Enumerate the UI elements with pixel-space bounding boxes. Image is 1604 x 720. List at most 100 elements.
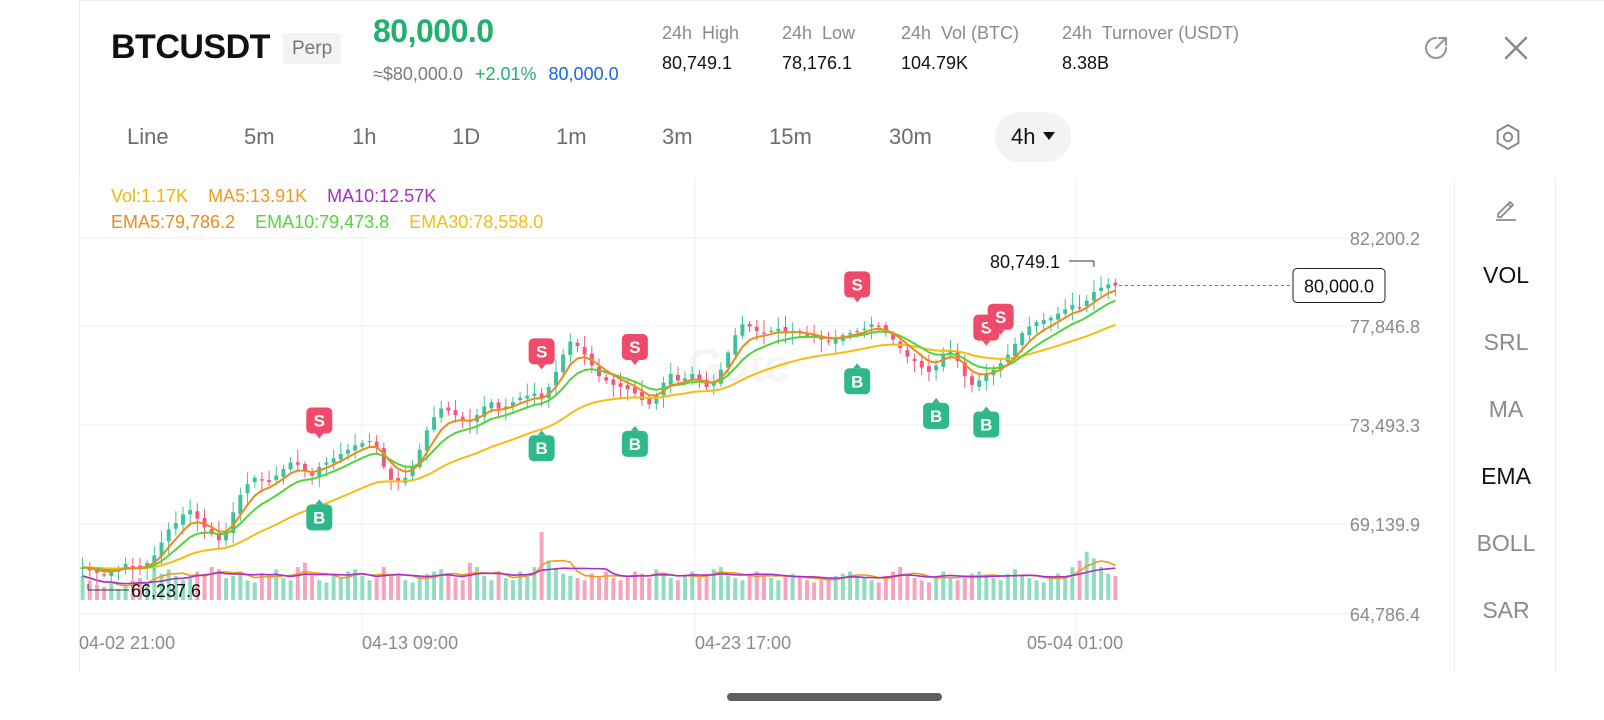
volume-bar — [604, 571, 609, 600]
candle-body — [969, 376, 974, 385]
ema-legend: EMA5:79,786.2 EMA10:79,473.8 EMA30:78,55… — [111, 212, 543, 233]
tab-4h-dropdown[interactable]: 4h — [995, 112, 1072, 162]
candle — [195, 503, 200, 532]
signal-badge — [306, 407, 333, 434]
candle-body — [1091, 291, 1096, 301]
volume-bar — [618, 580, 623, 600]
candle-body — [424, 430, 429, 451]
candle — [389, 465, 393, 491]
candle-body — [726, 352, 731, 368]
volume-bar — [1091, 558, 1096, 600]
candle-body — [518, 397, 523, 401]
volume-bar — [424, 573, 429, 600]
candle-body — [776, 328, 781, 332]
volume-bar — [561, 573, 566, 600]
tab-3m[interactable]: 3m — [662, 124, 693, 149]
candle — [561, 348, 566, 378]
tab-30m[interactable]: 30m — [889, 124, 932, 149]
settings-icon[interactable] — [1493, 122, 1523, 152]
signal-label: S — [981, 319, 992, 338]
candle — [912, 353, 917, 373]
candle-body — [446, 407, 451, 411]
indicator-ema[interactable]: EMA — [1481, 463, 1531, 489]
candle-body — [668, 374, 673, 385]
candle-body — [159, 542, 164, 557]
indicator-vol[interactable]: VOL — [1482, 262, 1530, 288]
candle — [1077, 294, 1082, 312]
indicator-srl[interactable]: SRL — [1483, 329, 1529, 355]
tab-1h[interactable]: 1h — [352, 124, 377, 149]
candle-body — [912, 358, 917, 362]
volume-bar — [460, 580, 465, 600]
candle-body — [675, 374, 680, 381]
symbol-title[interactable]: BTCUSDT — [111, 28, 270, 66]
volume-bar — [489, 580, 494, 600]
candle — [482, 395, 487, 424]
volume-bar — [1056, 573, 1061, 600]
legend-vol-ma10: MA10:12.57K — [327, 186, 437, 206]
candle — [819, 330, 824, 352]
candle-body — [396, 477, 401, 482]
candle-body — [1041, 320, 1046, 324]
candle — [575, 339, 580, 353]
volume-bar — [188, 578, 193, 600]
volume-bar — [374, 578, 379, 600]
contract-type-badge: Perp — [283, 33, 342, 64]
home-indicator[interactable] — [727, 693, 942, 701]
indicator-boll[interactable]: BOLL — [1476, 530, 1536, 556]
signal-label: B — [535, 439, 547, 458]
pencil-icon[interactable] — [1491, 193, 1521, 223]
volume-bar — [116, 589, 121, 600]
candle-body — [754, 326, 759, 331]
candle — [532, 382, 537, 406]
mark-price: 80,000.0 — [548, 64, 619, 84]
volume-bar — [525, 575, 530, 600]
indicator-sar[interactable]: SAR — [1482, 597, 1530, 623]
tab-1d[interactable]: 1D — [452, 124, 481, 149]
candle-body — [1063, 309, 1068, 314]
high-price-label: 80,749.1 — [990, 252, 1060, 272]
kline-chart[interactable]: Gate S S S S S S B B B B B B 82,200.2 77,846.8 73,493.3… — [79, 178, 1454, 673]
candle — [977, 373, 982, 392]
share-icon[interactable] — [1422, 34, 1450, 62]
candle-body — [948, 350, 953, 355]
signal-pointer — [315, 433, 324, 439]
volume-bar — [396, 575, 401, 600]
tab-15m[interactable]: 15m — [769, 124, 812, 149]
candle-body — [123, 564, 128, 569]
candle-body — [761, 332, 766, 334]
candle — [582, 336, 587, 365]
candle-body — [553, 371, 558, 386]
candle — [331, 449, 336, 470]
volume-bar — [381, 567, 386, 600]
volume-bar — [826, 578, 831, 600]
volume-bar — [948, 578, 953, 600]
candle-body — [697, 374, 702, 381]
volume-bar — [367, 580, 372, 600]
signal-badge — [528, 435, 555, 462]
tab-5m[interactable]: 5m — [244, 124, 275, 149]
candle — [647, 394, 652, 410]
legend-vol: Vol:1.17K — [111, 186, 189, 206]
candle — [840, 332, 845, 346]
close-icon[interactable] — [1502, 34, 1530, 62]
current-price-label: 80,000.0 — [1304, 277, 1374, 297]
candle-body — [188, 510, 193, 515]
signal-badge — [844, 271, 871, 298]
indicator-ma[interactable]: MA — [1488, 396, 1524, 422]
volume-bar — [417, 578, 422, 600]
tab-line[interactable]: Line — [127, 124, 169, 149]
volume-bar — [1106, 573, 1111, 600]
volume-bar — [754, 571, 759, 600]
volume-bar — [439, 569, 444, 600]
tab-1m[interactable]: 1m — [556, 124, 587, 149]
candle-body — [977, 380, 982, 387]
candle-body — [331, 458, 336, 463]
volume-bar — [740, 580, 745, 600]
candle — [848, 329, 853, 340]
volume-bar — [389, 573, 393, 600]
legend-vol-ma5: MA5:13.91K — [208, 186, 308, 206]
candle-body — [1013, 343, 1017, 357]
x-axis-tick-label: 05-04 01:00 — [1027, 633, 1123, 653]
